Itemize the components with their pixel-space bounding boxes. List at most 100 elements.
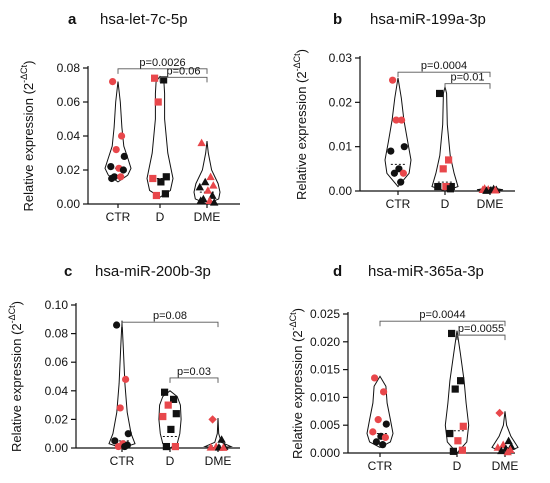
y-tick-label: 0.010 <box>310 390 340 404</box>
data-point <box>195 182 204 191</box>
data-point <box>454 437 462 445</box>
data-point <box>208 191 217 199</box>
significance-bracket <box>169 377 219 383</box>
y-tick-label: 0.06 <box>57 95 81 109</box>
data-point <box>112 146 120 154</box>
y-axis-label: Relative expression (2-ΔCt) <box>7 301 24 452</box>
data-point <box>160 76 168 84</box>
data-point <box>451 385 459 393</box>
x-tick-label: DME <box>194 210 221 224</box>
x-tick-label: DME <box>477 197 504 211</box>
data-point <box>219 443 228 451</box>
data-point <box>203 186 213 194</box>
data-point <box>434 182 442 191</box>
data-point <box>170 395 178 403</box>
y-tick-label: 0.000 <box>310 446 340 460</box>
y-tick-label: 0.06 <box>45 355 69 369</box>
y-axis-label: Relative expression (2-ΔCt) <box>19 61 36 212</box>
data-point <box>379 441 387 449</box>
data-point <box>382 420 390 428</box>
chart-panel-d: d hsa-miR-365a-3p 0.000 0.005 0.010 0.015 0.02… <box>288 263 519 473</box>
violin-shape <box>444 330 470 454</box>
p-value-label: p=0.0026 <box>139 57 185 69</box>
panel-letter: a <box>68 11 77 28</box>
data-point <box>162 173 170 181</box>
data-point <box>445 156 453 164</box>
data-point <box>381 433 389 442</box>
significance-bracket <box>397 71 491 78</box>
data-point <box>446 429 454 438</box>
data-point <box>448 329 456 338</box>
data-point <box>374 416 382 424</box>
y-tick-label: 0.025 <box>310 307 340 321</box>
data-point <box>371 374 379 382</box>
y-axis-label-superscript: -ΔCt <box>288 312 298 331</box>
data-point <box>482 186 491 194</box>
data-point <box>503 447 512 456</box>
x-tick-label: CTR <box>106 210 131 224</box>
chart-panel-b: b hsa-miR-199a-3p 0.00 0.01 0.02 0.03 Relative… <box>292 11 515 211</box>
data-point <box>206 172 215 181</box>
data-point <box>389 76 397 84</box>
violin-shape <box>193 141 221 205</box>
significance-bracket <box>121 321 219 328</box>
data-point <box>398 116 406 124</box>
y-axis-label-main: Relative expression (2 <box>21 83 36 212</box>
data-point <box>205 196 214 204</box>
data-point <box>152 191 160 200</box>
data-point <box>161 388 169 396</box>
data-point <box>122 375 130 383</box>
panel-title: hsa-miR-200b-3p <box>95 263 211 280</box>
y-axis-label-main: Relative expression (2 <box>290 330 305 459</box>
data-point <box>113 321 121 329</box>
data-point <box>449 447 457 455</box>
y-tick-label: 0.02 <box>329 95 353 109</box>
data-point <box>446 185 454 193</box>
x-tick-label: D <box>166 454 175 468</box>
significance-bracket <box>379 320 506 327</box>
data-point <box>493 443 502 451</box>
y-tick-label: 0.08 <box>57 61 81 75</box>
y-axis-label-close: ) <box>290 308 305 312</box>
data-point <box>154 98 162 106</box>
chart-panel-a: a hsa-let-7c-5p 0.00 0.02 0.04 0.06 0.08 Relati… <box>19 11 240 224</box>
data-point <box>172 410 180 418</box>
data-point <box>124 430 132 438</box>
data-point <box>149 174 157 183</box>
y-tick-label: 0.020 <box>310 335 340 349</box>
data-point <box>208 415 217 424</box>
y-axis-label-superscript: -ΔCt <box>19 64 29 83</box>
data-point <box>171 442 179 451</box>
y-tick-label: 0.03 <box>329 51 353 65</box>
violin-shape <box>431 86 459 192</box>
violin-shape <box>384 77 412 188</box>
p-value-label: p=0.0004 <box>421 60 467 72</box>
data-point <box>162 442 170 451</box>
p-value-label: p=0.06 <box>167 65 201 77</box>
significance-bracket <box>456 334 506 341</box>
data-point <box>107 163 115 171</box>
violin-shape <box>366 375 394 448</box>
y-axis-label-close: ) <box>21 61 36 65</box>
data-point <box>442 182 450 191</box>
y-tick-label: 0.04 <box>45 384 69 398</box>
data-point <box>167 425 175 434</box>
data-point <box>380 388 388 396</box>
panel-title: hsa-let-7c-5p <box>100 11 188 28</box>
data-point <box>161 190 169 198</box>
y-axis-label: Relative expression (2-ΔCt) <box>288 308 305 459</box>
data-point <box>121 442 129 451</box>
y-tick-label: 0.005 <box>310 418 340 432</box>
p-value-label: p=0.0044 <box>419 309 465 321</box>
x-tick-label: CTR <box>386 197 411 211</box>
data-point <box>395 165 403 173</box>
x-tick-label: D <box>453 459 462 473</box>
violin-shape <box>108 320 136 449</box>
y-tick-label: 0.01 <box>329 140 353 154</box>
y-tick-label: 0.00 <box>45 441 69 455</box>
p-value-label: p=0.01 <box>451 72 485 84</box>
y-axis-label-main: Relative expression (2 <box>294 71 309 200</box>
data-point <box>151 74 159 82</box>
significance-bracket <box>444 83 491 89</box>
y-axis-label: Relative expression (2-ΔCt) <box>292 49 309 200</box>
